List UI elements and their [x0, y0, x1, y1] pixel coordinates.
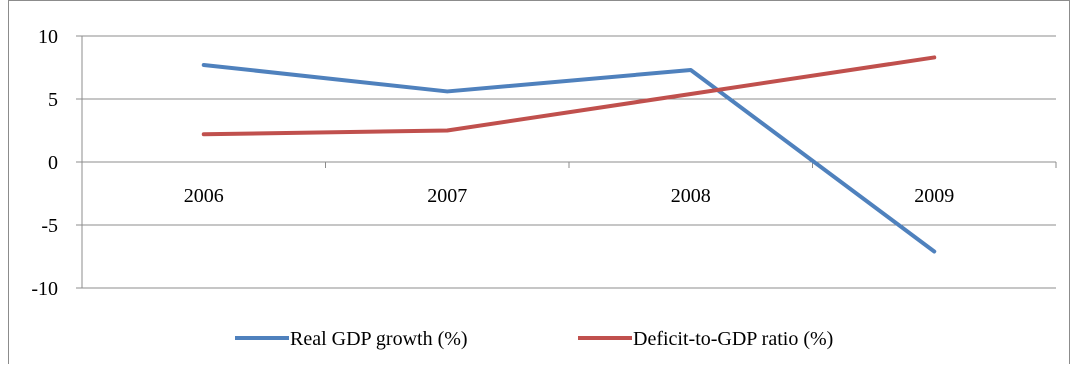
axes [76, 35, 1057, 289]
x-tick-labels: 2006 2007 2008 2009 [184, 185, 955, 207]
legend-label: Deficit-to-GDP ratio (%) [633, 328, 833, 350]
series-lines [201, 55, 937, 254]
gridlines [82, 35, 1056, 289]
x-tick-label: 2007 [427, 185, 467, 207]
series-line-2 [201, 55, 937, 137]
y-tick-label: 5 [48, 89, 58, 111]
chart-frame [8, 0, 1070, 364]
y-tick-label: -10 [31, 278, 58, 300]
y-tick-label: 0 [48, 152, 58, 174]
legend-label: Real GDP growth (%) [290, 328, 468, 350]
x-tick-label: 2008 [671, 185, 711, 207]
legend: Real GDP growth (%) Deficit-to-GDP ratio … [235, 328, 833, 350]
y-tick-label: 10 [38, 26, 58, 48]
y-tick-labels: 10 5 0 -5 -10 [31, 26, 58, 300]
x-tick-label: 2006 [184, 185, 224, 207]
x-tick-label: 2009 [914, 185, 954, 207]
y-tick-label: -5 [41, 215, 58, 237]
series-line-1 [201, 62, 937, 254]
